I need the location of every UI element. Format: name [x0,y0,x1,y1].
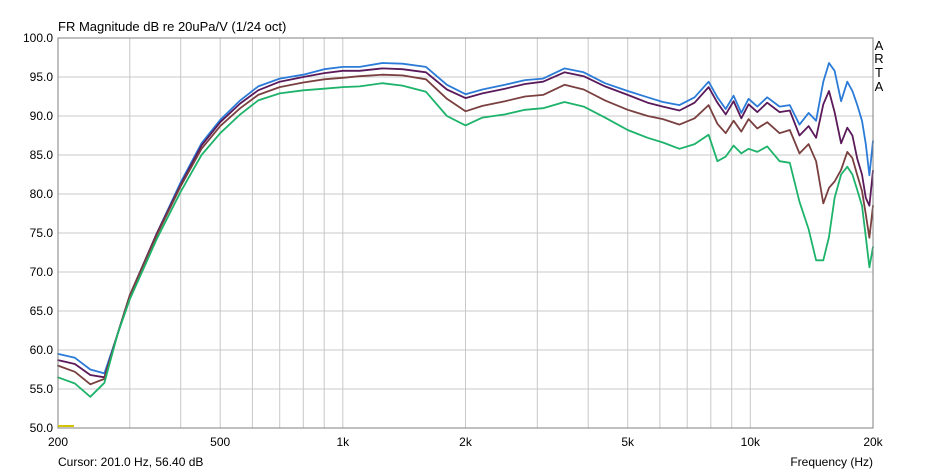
y-tick-label: 55.0 [30,382,54,396]
brand-letter-r: R [874,51,883,66]
chart-title: FR Magnitude dB re 20uPa/V (1/24 oct) [58,19,286,34]
x-tick-label: 10k [741,435,761,449]
x-tick-labels: 200 500 1k 2k 5k 10k 20k [48,435,884,449]
cursor-readout: Cursor: 201.0 Hz, 56.40 dB [58,455,203,469]
grid-lines [57,37,874,429]
plot-frame [57,37,874,429]
x-tick-label: 1k [336,435,350,449]
cursor-marker [58,425,74,427]
brand-letter-t: T [875,65,883,80]
brand-letter-a1: A [875,38,884,53]
y-tick-labels: 50.0 55.0 60.0 65.0 70.0 75.0 80.0 85.0 90.0 95.0… [23,31,53,435]
x-tick-label: 2k [459,435,473,449]
y-tick-label: 100.0 [23,31,53,45]
y-tick-label: 75.0 [30,226,54,240]
y-tick-label: 60.0 [30,343,54,357]
y-tick-label: 70.0 [30,265,54,279]
series-line-2 [57,67,874,379]
y-tick-label: 95.0 [30,70,54,84]
x-tick-label: 200 [48,435,68,449]
series-line-3 [57,73,874,386]
series-line-4 [57,82,874,398]
y-tick-label: 85.0 [30,148,54,162]
y-tick-label: 90.0 [30,109,54,123]
y-tick-label: 50.0 [30,421,54,435]
series-layer [57,62,874,398]
x-tick-label: 500 [210,435,230,449]
y-tick-label: 65.0 [30,304,54,318]
y-tick-label: 80.0 [30,187,54,201]
x-axis-label: Frequency (Hz) [790,455,873,469]
series-line-1 [57,62,874,375]
x-tick-label: 5k [621,435,635,449]
brand-letter-a2: A [875,79,884,94]
x-tick-label: 20k [863,435,883,449]
